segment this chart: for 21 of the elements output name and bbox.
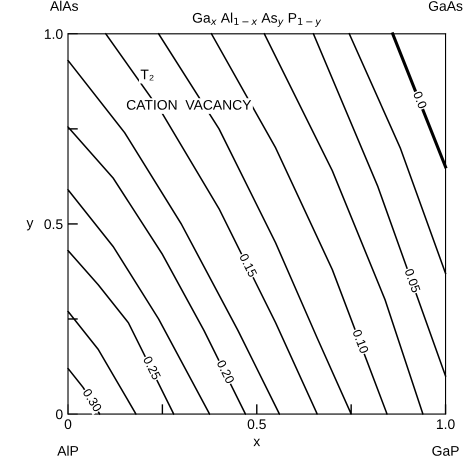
- chart-title: Ga$_{x}$ Al$_{1−x}$ As$_{y}$ P$_{1−y}$: [192, 12, 322, 27]
- text: 0.05: [404, 268, 421, 294]
- y-tick-label: 1.0: [44, 29, 63, 39]
- text: 0.10: [352, 328, 369, 354]
- x-tick-label: 0: [64, 419, 72, 430]
- y-tick-label: 0.5: [44, 219, 63, 230]
- x-tick-label: 0.5: [248, 419, 266, 430]
- text: GaP: [432, 446, 459, 456]
- y-axis-title: y: [26, 220, 34, 230]
- text: GaAs: [428, 1, 462, 11]
- x-tick-label: 1.0: [436, 419, 455, 430]
- y-tick-label: 0: [56, 409, 63, 420]
- text: 0.20: [216, 359, 235, 384]
- text: AlAs: [50, 0, 78, 11]
- text: 0.25: [142, 356, 162, 380]
- text: 0.0: [412, 90, 428, 110]
- annotation: T₂: [140, 70, 154, 80]
- annotation: CATION VACANCY: [126, 100, 252, 110]
- text: AlP: [57, 446, 78, 456]
- text: 0.15: [239, 252, 258, 278]
- x-axis-title: x: [253, 438, 260, 446]
